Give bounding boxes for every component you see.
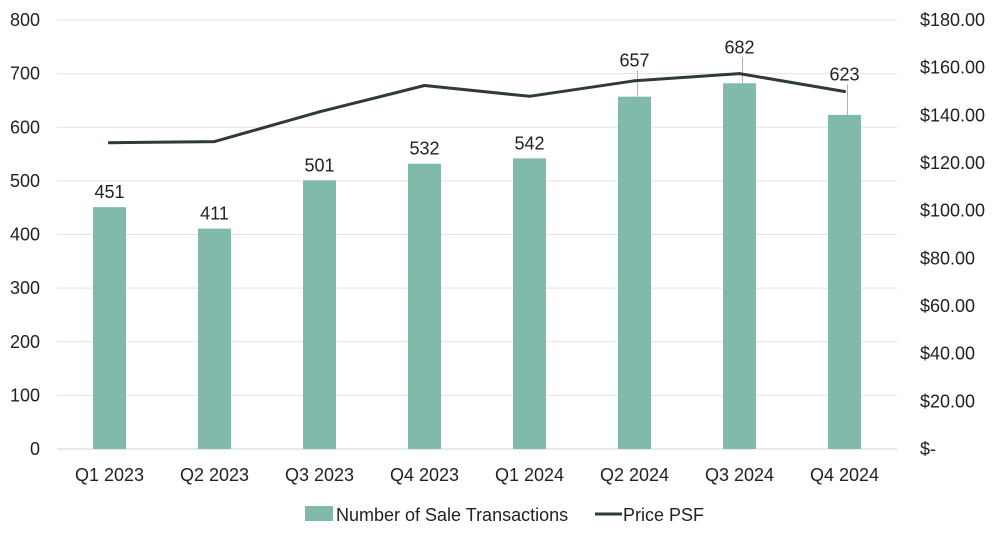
line-point xyxy=(213,140,216,144)
x-tick-label: Q2 2023 xyxy=(180,465,249,485)
data-label: 411 xyxy=(200,204,229,224)
legend: Number of Sale Transactions Price PSF xyxy=(305,505,704,525)
bar xyxy=(198,228,231,449)
y-left-tick-label: 100 xyxy=(10,385,40,405)
data-label: 657 xyxy=(619,51,649,71)
y-left-tick-label: 300 xyxy=(10,278,40,298)
data-labels: 451 411 501 532 542 657 682 623 xyxy=(94,37,859,223)
y-right-tick-label: $140.00 xyxy=(920,105,985,125)
y-left-tick-label: 700 xyxy=(10,64,40,84)
y-right-tick-label: $180.00 xyxy=(920,10,985,30)
data-label: 532 xyxy=(409,139,439,159)
line-point xyxy=(528,94,531,98)
x-tick-label: Q3 2024 xyxy=(705,465,774,485)
bar xyxy=(408,163,441,449)
price-psf-line xyxy=(108,72,846,145)
bar xyxy=(618,96,651,449)
bar xyxy=(513,158,546,450)
data-label: 451 xyxy=(94,182,124,202)
x-tick-label: Q4 2023 xyxy=(390,465,459,485)
y-right-tick-label: $60.00 xyxy=(920,296,975,316)
bar xyxy=(303,180,336,449)
y-left-tick-label: 800 xyxy=(10,10,40,30)
data-label: 542 xyxy=(514,133,544,153)
x-tick-label: Q1 2023 xyxy=(75,465,144,485)
data-label-leaders xyxy=(637,57,848,115)
legend-label-transactions: Number of Sale Transactions xyxy=(336,505,568,525)
x-tick-label: Q4 2024 xyxy=(810,465,879,485)
line-point xyxy=(423,84,426,88)
line-point xyxy=(318,110,321,114)
line-point xyxy=(843,90,846,93)
y-left-tick-label: 200 xyxy=(10,332,40,352)
bar xyxy=(723,83,756,449)
x-tick-label: Q3 2023 xyxy=(285,465,354,485)
y-left-tick-label: 500 xyxy=(10,171,40,191)
y-right-tick-label: $160.00 xyxy=(920,58,985,78)
x-tick-label: Q2 2024 xyxy=(600,465,669,485)
legend-swatch-transactions xyxy=(305,506,333,521)
y-right-tick-label: $100.00 xyxy=(920,201,985,221)
bar-series xyxy=(93,83,861,450)
bar xyxy=(93,207,126,449)
legend-label-price-psf: Price PSF xyxy=(623,505,704,525)
line-point xyxy=(738,72,741,76)
y-right-tick-label: $40.00 xyxy=(920,344,975,364)
y-right-tick-label: $20.00 xyxy=(920,391,975,411)
y-right-tick-label: $120.00 xyxy=(920,153,985,173)
y-right-tick-label: $80.00 xyxy=(920,248,975,268)
gridlines xyxy=(57,19,897,450)
right-axis-ticks: $- $20.00 $40.00 $60.00 $80.00 $100.00 $120.00… xyxy=(920,10,985,459)
x-tick-label: Q1 2024 xyxy=(495,465,564,485)
left-axis-ticks: 0 100 200 300 400 500 600 700 800 xyxy=(10,10,40,459)
data-label: 623 xyxy=(829,65,859,85)
bar xyxy=(828,114,861,449)
line-point xyxy=(633,79,636,83)
y-left-tick-label: 600 xyxy=(10,117,40,137)
data-label: 501 xyxy=(304,155,334,175)
data-label: 682 xyxy=(724,37,754,57)
y-left-tick-label: 400 xyxy=(10,225,40,245)
x-axis-ticks: Q1 2023 Q2 2023 Q3 2023 Q4 2023 Q1 2024 Q2 20… xyxy=(75,465,879,485)
line-series xyxy=(108,72,846,145)
y-right-tick-label: $- xyxy=(920,439,936,459)
line-point xyxy=(108,141,111,145)
y-left-tick-label: 0 xyxy=(30,439,40,459)
